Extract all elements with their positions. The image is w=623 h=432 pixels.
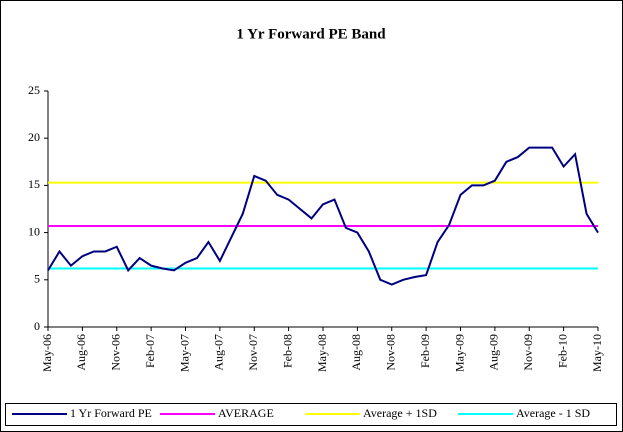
legend-label: 1 Yr Forward PE [70, 406, 152, 420]
x-tick-label: May-09 [452, 334, 466, 372]
legend-label: AVERAGE [218, 406, 274, 420]
legend-label: Average + 1SD [363, 406, 437, 420]
x-tick-label: May-10 [590, 334, 604, 372]
x-tick-label: May-07 [177, 334, 191, 372]
y-tick-label: 20 [28, 130, 40, 144]
x-tick-label: Nov-08 [384, 334, 398, 371]
y-tick-label: 25 [28, 83, 40, 97]
x-tick-label: Aug-06 [74, 334, 88, 371]
x-tick-label: Aug-07 [212, 334, 226, 371]
x-tick-label: May-06 [40, 334, 54, 372]
y-tick-label: 0 [34, 319, 40, 333]
x-tick-label: Aug-09 [487, 334, 501, 371]
x-tick-label: May-08 [315, 334, 329, 372]
x-tick-label: Feb-07 [143, 334, 157, 368]
x-tick-label: Nov-06 [109, 334, 123, 371]
x-tick-label: Feb-08 [280, 334, 294, 368]
y-tick-label: 10 [28, 224, 40, 238]
x-tick-label: Feb-10 [555, 334, 569, 368]
x-tick-label: Nov-09 [521, 334, 535, 371]
x-tick-label: Nov-07 [246, 334, 260, 371]
series-line [47, 146, 599, 286]
x-tick-label: Feb-09 [418, 334, 432, 368]
chart-title: 1 Yr Forward PE Band [236, 26, 386, 42]
legend-label: Average - 1 SD [516, 406, 590, 420]
y-tick-label: 15 [28, 177, 40, 191]
x-tick-label: Aug-08 [349, 334, 363, 371]
y-tick-label: 5 [34, 272, 40, 286]
